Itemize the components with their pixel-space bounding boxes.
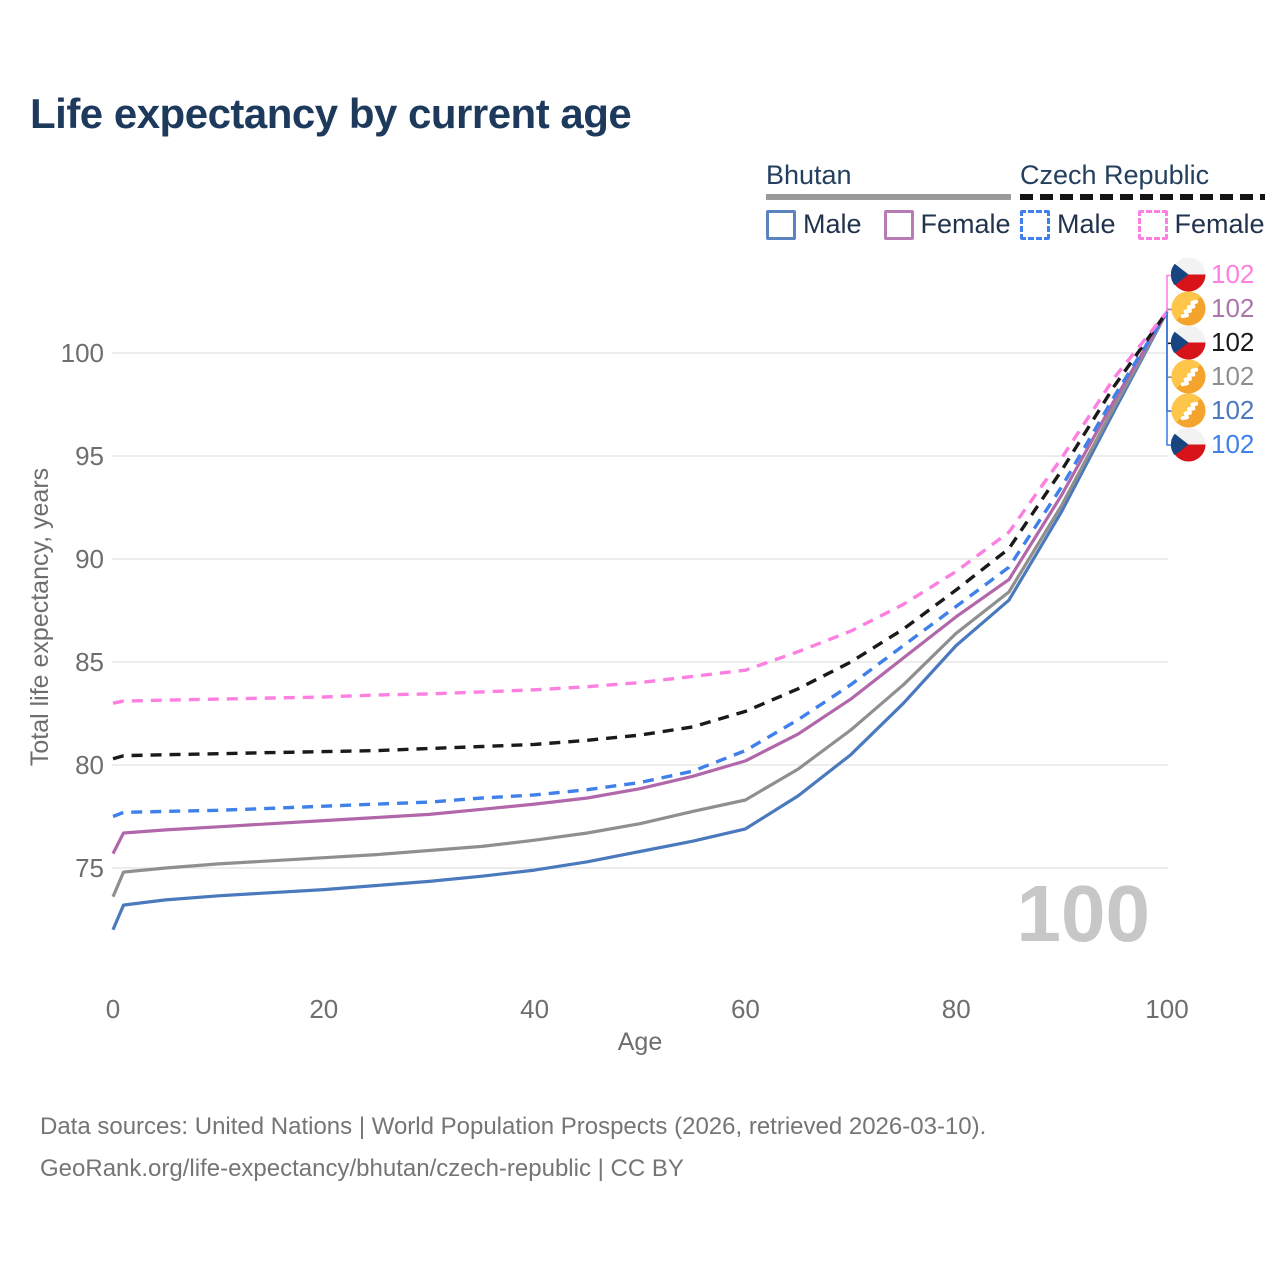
- end-label-value: 102: [1211, 293, 1255, 324]
- series-line-czech-republic-male: [112, 310, 1169, 819]
- legend-label-czech-female: Female: [1174, 209, 1265, 239]
- x-tick-label-100: 100: [1145, 994, 1188, 1024]
- czech-female-checkbox[interactable]: [1137, 209, 1168, 240]
- legend-item-bhutan-male[interactable]: Male: [766, 209, 862, 240]
- legend-group-czech-republic: Czech Republic Male Female: [1020, 160, 1265, 240]
- end-label-row-5: 102: [1171, 427, 1255, 462]
- x-tick-label-60: 60: [731, 994, 760, 1024]
- end-label-row-2: 102: [1171, 325, 1255, 360]
- legend-item-bhutan-female[interactable]: Female: [883, 209, 1011, 240]
- footer-data-sources: Data sources: United Nations | World Pop…: [40, 1113, 987, 1140]
- end-label-value: 102: [1211, 395, 1255, 425]
- y-tick-label-75: 75: [75, 853, 104, 883]
- czech-dashed-line-sample: [1020, 194, 1265, 200]
- bhutan-flag-icon: [1171, 393, 1206, 428]
- series-line-bhutan-all-: [111, 311, 1169, 898]
- series-line-bhutan-male: [111, 311, 1169, 931]
- end-label-value: 102: [1211, 259, 1255, 290]
- y-tick-label-95: 95: [75, 441, 104, 471]
- footer-source-url: GeoRank.org/life-expectancy/bhutan/czech…: [40, 1155, 684, 1182]
- legend-item-czech-male[interactable]: Male: [1020, 209, 1116, 240]
- x-axis-title: Age: [618, 1028, 662, 1056]
- y-tick-label-85: 85: [75, 647, 104, 677]
- end-label-row-4: 102: [1171, 393, 1255, 428]
- series-end-labels: 102 102 102 102 102 102: [1171, 257, 1255, 462]
- end-label-value: 102: [1211, 327, 1255, 358]
- page-title: Life expectancy by current age: [30, 90, 632, 137]
- legend-item-czech-female[interactable]: Female: [1137, 209, 1265, 240]
- legend-label-bhutan-female: Female: [920, 209, 1011, 239]
- series-line-czech-republic-female: [112, 310, 1169, 705]
- x-tick-label-20: 20: [309, 994, 338, 1024]
- czech-male-checkbox[interactable]: [1020, 209, 1050, 240]
- x-tick-label-80: 80: [942, 994, 971, 1024]
- current-age-watermark: 100: [1017, 869, 1150, 958]
- czech-republic-flag-icon: [1171, 427, 1206, 462]
- legend-group-bhutan: Bhutan Male Female: [766, 160, 1011, 240]
- legend-label-bhutan-male: Male: [803, 209, 862, 239]
- x-tick-label-0: 0: [106, 994, 120, 1024]
- bhutan-solid-line-sample: [766, 194, 1011, 200]
- footer: Data sources: United Nations | World Pop…: [40, 1106, 986, 1190]
- bhutan-male-checkbox[interactable]: [766, 209, 796, 240]
- czech-republic-flag-icon: [1171, 325, 1206, 360]
- legend-country-bhutan[interactable]: Bhutan: [766, 160, 852, 190]
- x-tick-label-40: 40: [520, 994, 549, 1024]
- legend-label-czech-male: Male: [1057, 209, 1116, 239]
- y-axis-title: Total life expectancy, years: [26, 468, 54, 766]
- series-line-czech-republic-all-: [112, 310, 1169, 761]
- end-label-value: 102: [1211, 361, 1255, 392]
- legend-country-czech-republic[interactable]: Czech Republic: [1020, 160, 1210, 190]
- end-label-value: 102: [1211, 428, 1255, 459]
- bhutan-flag-icon: [1171, 291, 1206, 326]
- y-tick-label-100: 100: [61, 338, 104, 368]
- bhutan-flag-icon: [1171, 359, 1206, 394]
- end-label-row-0: 102: [1171, 257, 1255, 292]
- series-line-bhutan-female: [111, 310, 1169, 855]
- y-tick-label-80: 80: [75, 750, 104, 780]
- end-label-row-1: 102: [1171, 291, 1255, 326]
- y-tick-label-90: 90: [75, 544, 104, 574]
- czech-republic-flag-icon: [1171, 257, 1206, 292]
- end-label-row-3: 102: [1171, 359, 1255, 394]
- bhutan-female-checkbox[interactable]: [883, 209, 914, 240]
